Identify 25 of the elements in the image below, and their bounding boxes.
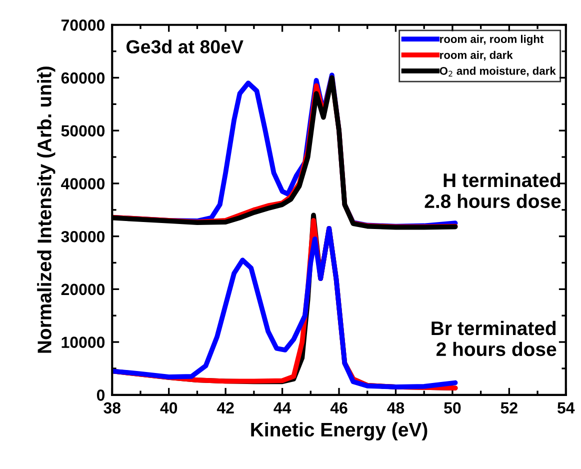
y-tick-label: 40000 (61, 178, 105, 190)
annotation: Ge3d at 80eV (126, 40, 244, 54)
x-tick-label: 48 (387, 402, 404, 414)
y-tick-label: 10000 (62, 336, 105, 348)
y-tick-label: 0 (96, 390, 105, 401)
annotation: H terminated 2.8 hours dose (424, 172, 561, 208)
y-tick-label: 30000 (61, 230, 105, 242)
y-tick-label: 50000 (61, 125, 105, 137)
y-axis-title: Normalized Intensity (Arb. unit) (37, 66, 56, 353)
y-tick-label: 70000 (61, 19, 105, 31)
annotation: Br terminated 2 hours dose (432, 320, 556, 356)
x-tick-label: 54 (558, 402, 575, 414)
x-tick-label: 40 (160, 402, 178, 414)
x-axis-title: Kinetic Energy (eV) (251, 422, 428, 440)
legend-label: O$_{2}$ and moisture, dark (440, 66, 556, 77)
legend-label: room air, room light (440, 34, 544, 46)
y-tick-label: 20000 (61, 284, 105, 296)
x-tick-label: 42 (216, 402, 234, 414)
x-tick-label: 52 (500, 402, 518, 414)
legend-label: room air, dark (440, 50, 513, 61)
y-tick-label: 60000 (61, 72, 105, 84)
x-tick-label: 38 (104, 402, 121, 414)
x-tick-label: 46 (330, 402, 348, 414)
x-tick-label: 44 (274, 402, 292, 414)
x-tick-label: 50 (444, 402, 461, 414)
